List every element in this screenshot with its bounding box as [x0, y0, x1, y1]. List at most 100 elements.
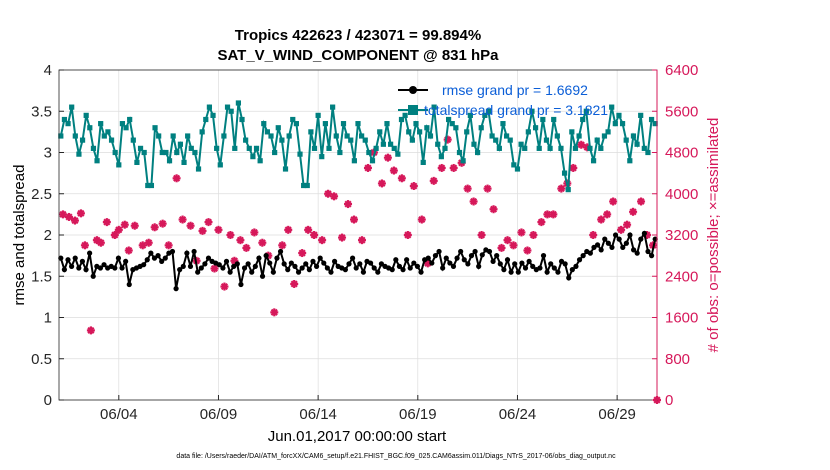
y-left-tick-label: 3.5 [31, 103, 52, 120]
rmse-point [177, 267, 183, 273]
spread-point [337, 149, 343, 156]
obs-marker-stroke [278, 241, 286, 249]
obs-count-point [417, 215, 426, 224]
spread-point [532, 125, 539, 131]
rmse-point [443, 255, 449, 261]
rmse-point [494, 253, 500, 259]
rmse-point [630, 247, 637, 253]
spread-point [514, 166, 521, 172]
obs-count-point [270, 308, 279, 317]
spread-point [507, 137, 513, 143]
y-right-tick-label: 800 [665, 351, 690, 368]
obs-marker-stroke [226, 231, 235, 239]
spread-point [166, 158, 173, 164]
spread-point [87, 125, 93, 131]
obs-count-point [537, 218, 546, 227]
obs-marker-stroke [81, 241, 89, 249]
rmse-point [295, 269, 302, 275]
obs-marker-stroke [450, 164, 458, 172]
obs-marker-stroke [65, 213, 73, 221]
spread-point [417, 129, 423, 135]
spread-point [286, 133, 292, 139]
rmse-point [342, 267, 348, 273]
rmse-point [598, 247, 604, 253]
rmse-point [551, 265, 557, 271]
rmse-point [234, 261, 240, 267]
rmse-point [115, 255, 122, 261]
rmse-point [69, 263, 75, 269]
rmse-point [566, 275, 572, 281]
obs-count-point [210, 264, 219, 273]
rmse-point [357, 261, 363, 267]
rmse-point [263, 253, 269, 259]
spread-point [460, 158, 466, 164]
obs-count-point [318, 236, 327, 245]
obs-marker-stroke [145, 239, 153, 247]
obs-marker-stroke [139, 241, 147, 249]
obs-marker-stroke [597, 215, 605, 224]
obs-marker-stroke [210, 264, 219, 273]
y-right-tick-label: 6400 [665, 62, 698, 79]
rmse-point [616, 236, 622, 242]
obs-count-point [437, 163, 446, 172]
obs-count-point [497, 243, 506, 252]
spread-point [61, 116, 68, 123]
obs-marker-stroke [258, 239, 266, 247]
spread-point [257, 158, 263, 164]
spread-point [98, 121, 104, 127]
rmse-point [313, 263, 320, 269]
rmse-point [328, 269, 334, 275]
rmse-point [447, 260, 453, 266]
spread-point [228, 108, 234, 114]
spread-point [315, 112, 321, 118]
rmse-point [195, 269, 201, 275]
spread-point [275, 125, 281, 131]
spread-point [627, 158, 633, 164]
x-axis-ticks: 06/04 06/09 06/14 06/19 06/24 06/29 [100, 395, 636, 423]
spread-point [359, 133, 365, 139]
obs-count-point [198, 226, 207, 235]
spread-point [221, 133, 227, 139]
spread-point [65, 121, 71, 127]
spread-point [561, 170, 568, 176]
spread-point [141, 149, 147, 156]
spread-point [580, 116, 586, 123]
rmse-point [162, 255, 168, 261]
obs-marker-stroke [97, 239, 105, 247]
rmse-point [277, 248, 284, 255]
obs-count-point [120, 220, 129, 229]
spread-point [547, 145, 553, 151]
spread-point [90, 145, 97, 151]
spread-point [195, 166, 202, 172]
spread-point [652, 121, 658, 127]
obs-marker-stroke [517, 228, 526, 236]
obs-marker-stroke [603, 210, 611, 218]
rmse-point [472, 248, 478, 255]
obs-count-point [284, 225, 293, 234]
obs-count-point [477, 231, 486, 239]
spread-point [127, 116, 133, 123]
y-left-tick-label: 1 [44, 310, 52, 327]
obs-count-point [523, 246, 532, 255]
rmse-series-line [59, 230, 657, 289]
spread-point [181, 159, 187, 165]
obs-marker-stroke [59, 210, 67, 218]
rmse-point [173, 286, 179, 292]
obs-marker-stroke [173, 174, 181, 182]
rmse-point [404, 257, 410, 263]
obs-marker-stroke [186, 222, 195, 230]
spread-point [572, 145, 579, 151]
spread-point [482, 112, 488, 118]
spread-point [449, 121, 455, 127]
obs-count-point [278, 241, 287, 250]
rmse-point [497, 261, 503, 267]
spread-point [159, 149, 165, 156]
obs-count-point [310, 231, 319, 239]
rmse-point [371, 265, 377, 271]
y-axis-left-label: rmse and totalspread [11, 165, 28, 306]
x-tick-label: 06/09 [200, 406, 238, 423]
spread-point [333, 133, 339, 139]
obs-marker-stroke [242, 244, 250, 252]
y-right-tick-label: 0 [665, 392, 673, 409]
obs-marker-stroke [131, 222, 139, 230]
